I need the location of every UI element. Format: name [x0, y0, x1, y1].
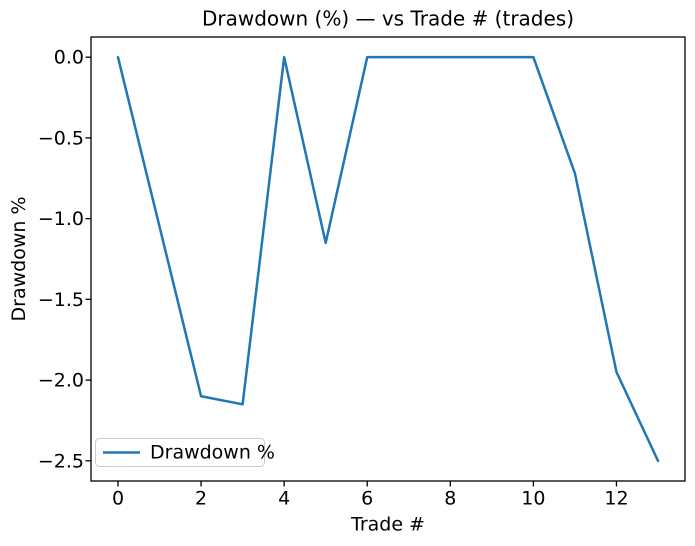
drawdown-line — [116, 55, 660, 463]
y-axis-label: Drawdown % — [8, 197, 30, 322]
chart-title: Drawdown (%) — vs Trade # (trades) — [202, 7, 574, 31]
legend-label: Drawdown % — [150, 442, 275, 464]
x-tick-label: 6 — [361, 488, 373, 510]
x-tick-label: 10 — [521, 488, 545, 510]
x-tick-label: 12 — [604, 488, 628, 510]
plot-area: 0 2 4 6 8 10 12 0.0 −0.5 −1.0 −1.5 −2.0 −2.5 — [38, 36, 686, 510]
x-axis-ticks: 0 2 4 6 8 10 12 — [112, 481, 629, 510]
x-tick-label: 0 — [112, 488, 124, 510]
axes-frame — [90, 36, 686, 482]
x-axis-label: Trade # — [350, 514, 425, 536]
y-axis-ticks: 0.0 −0.5 −1.0 −1.5 −2.0 −2.5 — [38, 47, 91, 472]
y-tick-label: −0.5 — [38, 127, 84, 149]
y-tick-label: 0.0 — [54, 47, 84, 69]
y-tick-label: −1.5 — [38, 289, 84, 311]
y-tick-label: −1.0 — [38, 208, 84, 230]
drawdown-line-series — [116, 55, 660, 463]
x-tick-label: 8 — [444, 488, 456, 510]
y-tick-label: −2.0 — [38, 370, 84, 392]
x-tick-label: 2 — [195, 488, 207, 510]
y-tick-label: −2.5 — [38, 450, 84, 472]
x-tick-label: 4 — [278, 488, 290, 510]
legend: Drawdown % — [95, 438, 275, 467]
legend-box — [95, 438, 265, 467]
